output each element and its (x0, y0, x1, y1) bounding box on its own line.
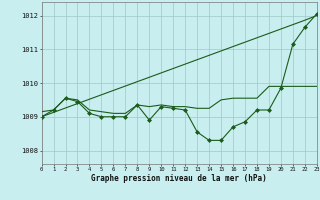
X-axis label: Graphe pression niveau de la mer (hPa): Graphe pression niveau de la mer (hPa) (91, 174, 267, 183)
